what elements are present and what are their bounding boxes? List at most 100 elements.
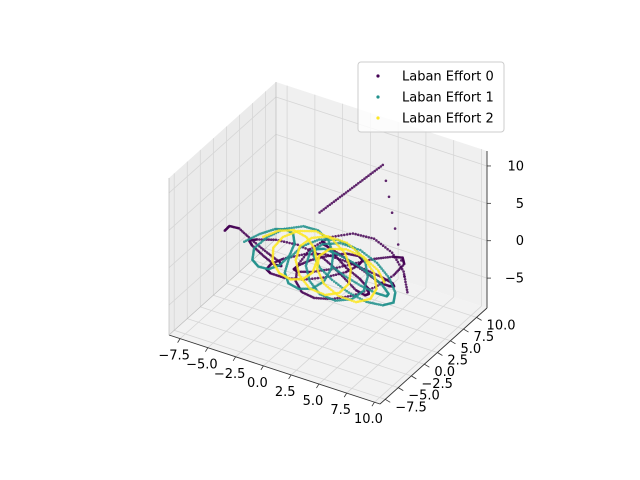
data-point <box>351 261 354 264</box>
data-point <box>327 238 330 241</box>
data-point <box>336 253 340 256</box>
data-point <box>363 252 366 255</box>
data-point <box>361 267 364 271</box>
data-point <box>373 169 377 173</box>
data-point <box>319 297 323 300</box>
data-point <box>402 270 405 273</box>
data-point <box>326 296 329 299</box>
data-point <box>373 273 376 277</box>
data-point <box>354 232 357 236</box>
data-point <box>386 275 390 278</box>
data-point <box>373 265 376 269</box>
data-point <box>329 235 332 239</box>
data-point <box>388 255 392 259</box>
data-point <box>272 238 275 241</box>
data-point <box>344 275 348 279</box>
data-point <box>348 263 351 267</box>
data-point <box>359 260 363 264</box>
data-point <box>316 236 320 239</box>
data-point <box>354 294 357 298</box>
data-point <box>350 299 354 302</box>
data-point <box>354 300 358 304</box>
data-point <box>403 278 407 281</box>
data-point <box>367 174 370 177</box>
data-point <box>361 179 364 182</box>
x-gridline-floor <box>179 242 288 339</box>
data-point <box>260 246 263 250</box>
data-point <box>351 232 355 235</box>
data-point <box>335 243 339 246</box>
data-point <box>373 302 376 305</box>
data-point <box>279 229 282 232</box>
data-point <box>335 281 338 285</box>
data-point <box>364 257 367 261</box>
data-point <box>375 285 378 289</box>
data-point <box>313 277 317 280</box>
data-point <box>382 280 386 284</box>
data-point <box>324 206 328 210</box>
data-point <box>386 255 390 259</box>
data-point <box>357 264 360 268</box>
legend: Laban Effort 0 Laban Effort 1 Laban Effo… <box>357 61 505 133</box>
legend-label-effort-1: Laban Effort 1 <box>402 91 494 106</box>
data-point <box>317 297 321 300</box>
data-point <box>351 279 354 282</box>
data-point <box>343 240 346 244</box>
y-tick-mark <box>437 352 443 356</box>
axis-lines <box>168 82 488 405</box>
data-point <box>333 237 337 241</box>
data-point <box>340 239 344 243</box>
data-point <box>369 172 372 176</box>
data-point <box>285 241 289 244</box>
data-point <box>375 267 378 271</box>
x-tick-label: 7.5 <box>330 403 351 418</box>
x-tick-mark <box>177 338 181 343</box>
z-gridline-back <box>275 171 488 242</box>
data-point <box>373 277 377 281</box>
data-point <box>403 275 406 278</box>
data-point <box>344 248 348 251</box>
x-tick-label: 0.0 <box>247 376 268 391</box>
data-point <box>387 195 391 199</box>
data-point <box>326 205 330 208</box>
data-point <box>395 258 398 262</box>
data-point <box>328 247 332 251</box>
z-gridline-left <box>168 134 277 231</box>
data-point <box>331 265 334 269</box>
data-point <box>295 225 298 229</box>
data-point <box>349 294 352 298</box>
data-point <box>342 248 346 251</box>
data-point <box>304 247 307 250</box>
x-tick-mark <box>371 401 375 407</box>
data-point <box>320 238 323 241</box>
data-point <box>297 225 301 229</box>
data-point <box>353 248 357 251</box>
data-point <box>330 202 334 205</box>
data-point <box>367 260 371 264</box>
data-point <box>285 234 289 237</box>
data-point <box>300 253 304 257</box>
data-point <box>271 228 275 231</box>
x-tick-mark <box>316 383 320 389</box>
data-point <box>364 235 368 238</box>
data-point <box>336 257 340 260</box>
data-point <box>343 297 347 300</box>
data-point <box>337 283 340 287</box>
data-point <box>379 165 383 168</box>
data-point <box>336 247 340 251</box>
data-series <box>223 163 409 307</box>
y-gridline-floor <box>226 283 438 353</box>
data-point <box>300 270 303 274</box>
data-point <box>343 256 346 260</box>
data-point <box>287 257 291 261</box>
data-point <box>353 280 356 284</box>
x-tick-label: −7.5 <box>158 349 190 364</box>
data-point <box>353 185 356 188</box>
data-point <box>303 229 307 233</box>
floor-pane <box>169 239 487 404</box>
data-point <box>341 242 345 246</box>
data-point <box>328 287 331 290</box>
data-point <box>392 253 395 257</box>
data-point <box>316 276 320 280</box>
data-point <box>363 269 366 272</box>
